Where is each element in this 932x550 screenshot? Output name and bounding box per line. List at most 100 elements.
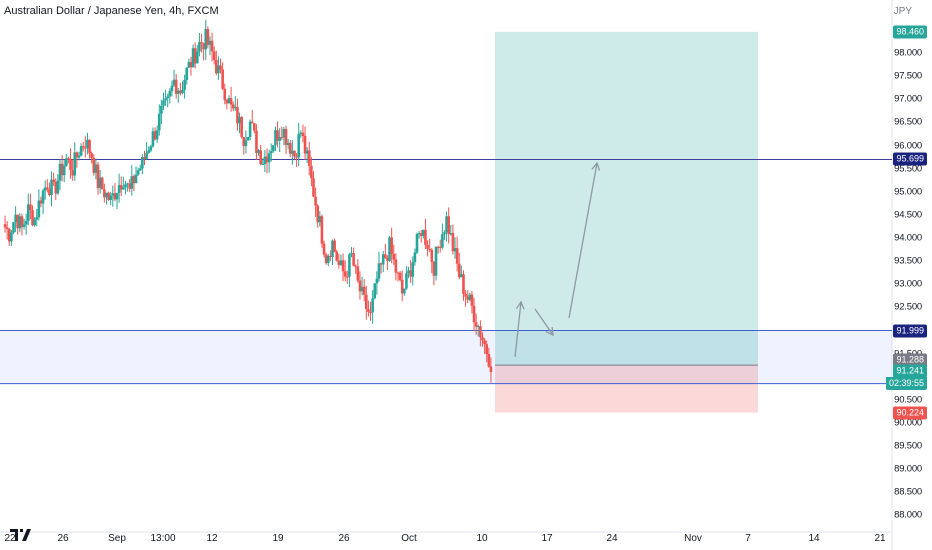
price-tag: 91.999 [893,324,927,338]
candle-body [276,130,279,141]
candle-body [79,146,83,156]
candle-body [164,98,167,101]
price-tick: 88.000 [894,509,922,521]
candle-body [103,189,106,198]
candle-body [297,134,301,158]
time-tick: 17 [541,533,553,544]
candle-body [248,121,252,138]
candle-body [255,130,258,153]
candle-body [212,51,216,60]
candle-body [174,79,178,94]
price-tick: 92.500 [894,301,922,313]
candle-body [217,65,220,74]
price-tick: 94.000 [894,232,922,244]
candle-body [26,204,30,221]
price-tick: 89.000 [894,463,922,475]
candle-body [62,165,66,176]
time-tick: Nov [684,533,702,544]
candle-body [312,178,315,197]
candle-body [392,253,396,260]
candle-body [56,180,60,194]
candle-body [479,326,482,338]
candle-body [381,254,385,265]
candle-body [390,237,393,254]
candle-body [219,65,222,70]
price-tick: 98.000 [894,47,922,59]
candle-body [367,309,370,313]
tradingview-logo [10,529,31,541]
time-tick: 26 [338,533,350,544]
candle-body [436,246,440,248]
candle-body [221,69,224,89]
candle-body [41,190,45,204]
candle-body [253,123,256,131]
candle-body [362,286,366,295]
candle-body [324,254,328,264]
candle-body [337,260,341,265]
time-tick: Oct [401,533,417,544]
time-tick: Sep [108,533,126,544]
price-tick: 96.000 [894,140,922,152]
candle-body [60,163,64,176]
candle-body [358,280,362,292]
candle-body [447,216,450,235]
candle-body [343,271,347,277]
candle-body [215,59,218,74]
candle-body [274,130,277,146]
candle-body [320,216,324,244]
currency-label: JPY [893,6,912,17]
candle-body [396,272,400,274]
candle-body [94,164,98,173]
candle-body [272,145,275,152]
candle-body [455,248,459,264]
candle-body [472,305,476,323]
candle-body [231,104,235,109]
candle-body [474,322,478,327]
candle-body [335,251,339,261]
candle-body [73,152,77,176]
candle-body [403,288,406,294]
candle-body [54,182,58,194]
time-tick: 14 [808,533,820,544]
price-tag: 91.241 [893,364,927,378]
candle-body [90,153,93,158]
candle-body [130,176,134,189]
candle-body [193,48,197,64]
candle-body [67,158,70,160]
candle-body [259,150,262,165]
candle-body [234,107,237,109]
candle-body [331,240,334,258]
candle-body [227,98,231,104]
candle-body [65,158,68,166]
candle-body [246,137,250,141]
candle-body [96,164,100,188]
candle-body [52,179,55,183]
candle-body [278,137,281,141]
candle-body [369,312,372,314]
candle-body [288,142,292,154]
candle-body [138,168,142,171]
candle-body [124,184,127,188]
candle-body [299,132,303,135]
candle-body [428,248,431,250]
candle-body [109,195,112,201]
candle-body [128,183,131,189]
candle-body [373,283,377,299]
price-tag: 90.224 [893,406,927,420]
candle-body [305,150,309,154]
candle-body [98,177,102,188]
candle-body [7,229,11,242]
candle-body [183,79,186,90]
candle-body [115,192,119,200]
candle-body [206,29,210,45]
candle-body [426,244,429,249]
candle-body [314,196,317,206]
price-tick: 93.500 [894,255,922,267]
candle-body [295,156,298,158]
candle-body [422,229,425,236]
profit-zone [495,31,758,366]
candle-body [341,260,345,272]
candle-body [481,337,484,341]
